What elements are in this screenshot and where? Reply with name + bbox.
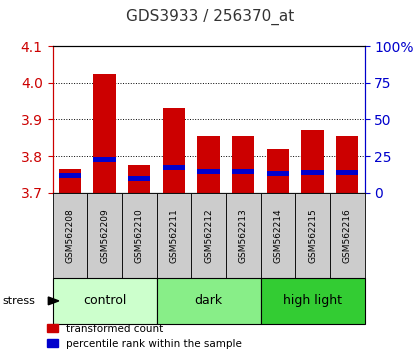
Text: GSM562208: GSM562208: [66, 208, 74, 263]
Text: GSM562211: GSM562211: [169, 208, 178, 263]
Bar: [197, 169, 220, 174]
Bar: [93, 74, 116, 193]
Text: GSM562209: GSM562209: [100, 208, 109, 263]
Bar: [301, 170, 324, 175]
Text: dark: dark: [194, 295, 223, 307]
Text: GSM562216: GSM562216: [343, 208, 352, 263]
Text: stress: stress: [2, 296, 35, 306]
Text: GSM562213: GSM562213: [239, 208, 248, 263]
Text: GSM562215: GSM562215: [308, 208, 317, 263]
Text: GDS3933 / 256370_at: GDS3933 / 256370_at: [126, 9, 294, 25]
Bar: [232, 169, 255, 174]
Bar: [336, 170, 359, 175]
Bar: [163, 165, 185, 170]
Bar: [128, 165, 150, 193]
Bar: [128, 176, 150, 181]
Bar: [301, 131, 324, 193]
Text: GSM562212: GSM562212: [204, 208, 213, 263]
Bar: [267, 171, 289, 176]
Bar: [336, 136, 359, 193]
Bar: [267, 149, 289, 193]
Bar: [163, 108, 185, 193]
Legend: transformed count, percentile rank within the sample: transformed count, percentile rank withi…: [47, 324, 242, 349]
Bar: [197, 136, 220, 193]
Text: high light: high light: [283, 295, 342, 307]
Text: control: control: [83, 295, 126, 307]
Text: GSM562210: GSM562210: [135, 208, 144, 263]
Bar: [58, 169, 81, 193]
Bar: [232, 136, 255, 193]
Bar: [93, 157, 116, 162]
Text: GSM562214: GSM562214: [273, 208, 282, 263]
Bar: [58, 173, 81, 178]
